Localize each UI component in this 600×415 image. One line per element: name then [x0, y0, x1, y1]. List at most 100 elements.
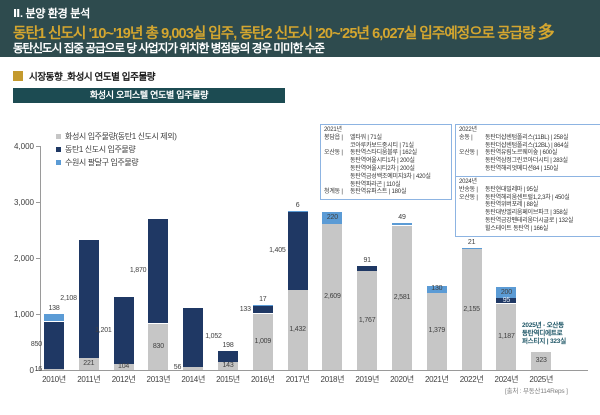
bar-segment-navy-2015년: [218, 350, 238, 362]
bar-segment-gray-2022년: [461, 249, 482, 370]
note-2025: 2025년 - 오산동 동탄역디에트로 퍼스티지 | 323실: [522, 322, 566, 346]
y-axis-tick-label: 2,000: [13, 254, 34, 263]
annotation-line: 동탄대방엘리움페이브파크 | 358실: [459, 210, 600, 218]
value-label-blue-2010년: 138: [48, 304, 60, 312]
x-axis-category-label: 2012년: [111, 375, 136, 384]
y-axis-tick-label: 3,000: [13, 198, 34, 207]
annotation-line: 동탄더샵센텀폴리스(12BL) | 864실: [459, 143, 600, 151]
annotation-text: 동탄역금성백조예미지3차 | 420실: [350, 173, 431, 180]
annotation-district: [324, 166, 350, 174]
legend-swatch-blue: [56, 160, 61, 165]
annotation-text: 동탄역유퍼스트 | 180실: [350, 189, 407, 196]
annotation-text: 동탄역파라곤 | 110실: [350, 181, 401, 188]
note-2025-line: 퍼스티지 | 323실: [522, 338, 566, 345]
annotation-district: 오산동 |: [459, 150, 478, 157]
annotation-line: 동탄역파라곤 | 110실: [324, 182, 448, 190]
annotation-district: [324, 174, 350, 182]
annotation-line: 동탄역해리엇메디션84 | 150실: [459, 166, 600, 174]
annotation-line: 동탄역위버포레 | 88실: [459, 202, 600, 210]
annotation-text: 동탄역위버포레 | 88실: [485, 202, 539, 209]
bar-segment-gray-2025년: [531, 351, 552, 370]
x-axis-category-label: 2011년: [77, 375, 101, 384]
annotation-district: 청계동 |: [324, 189, 343, 196]
bar-segment-gray-2014년: [183, 366, 204, 370]
bar-segment-gray-2021년: [426, 292, 447, 370]
y-axis-tick-label: 4,000: [13, 142, 34, 151]
annotation-line: 동탄역여울시티1차 | 200실: [324, 158, 448, 166]
value-label-blue-2021년: 130: [431, 285, 443, 293]
annotation-text: 동탄역여울시티1차 | 200실: [350, 158, 415, 165]
x-axis-category-label: 2015년: [216, 375, 240, 384]
annotation-district: [459, 210, 485, 218]
subheadline: 동탄신도시 집중 공급으로 당 사업지가 위치한 병점동의 경우 미미한 수준: [13, 43, 325, 55]
value-label-navy-2014년: 1,052: [205, 333, 222, 341]
value-label-blue-2022년: 21: [467, 239, 476, 247]
value-label-gray-2022년: 2,155: [463, 305, 480, 313]
annotation-line: 동탄역여울시티2차 | 200실: [324, 166, 448, 174]
y-axis-tick-label: 1,000: [13, 310, 34, 319]
value-label-navy-2016년: 133: [239, 305, 251, 313]
value-label-gray-2019년: 1,767: [358, 316, 376, 324]
note-2025-line: 동탄역디에트로: [522, 330, 563, 337]
bar-segment-gray-2024년: [496, 303, 517, 370]
x-axis-category-label: 2021년: [424, 375, 449, 384]
value-label-blue-2024년: 200: [500, 288, 512, 296]
annotation-line: 청계동 | 동탄역유퍼스트 | 180실: [324, 189, 448, 197]
annotation-district: 봉담읍 |: [324, 134, 343, 141]
annotation-district: 송동 |: [459, 134, 473, 141]
annotation-district: [459, 202, 485, 210]
value-label-navy-2017년: 1,405: [269, 246, 286, 254]
annotation-district: [459, 218, 485, 226]
bar-segment-navy-2012년: [113, 296, 134, 365]
annotation-title: 2022년: [459, 127, 477, 133]
annotation-line: 반송동 | 동탄현대밀레마 | 95실: [459, 187, 600, 195]
annotation-text: 엘타워 | 71실: [350, 134, 382, 141]
annotation-line: 오산동 | 동탄역스타디움블루 | 162실: [324, 150, 448, 158]
annotation-title: 2024년: [459, 179, 477, 185]
y-axis-tick-mark: [36, 258, 40, 259]
header-band: Ⅱ. 분양 환경 분석 동탄1 신도시 '10~'19년 총 9,003실 입주…: [0, 0, 600, 57]
annotation-text: 동탄역금강펜테리움더시글로 | 132실: [485, 217, 574, 224]
bar-segment-gray-2012년: [113, 364, 134, 370]
value-label-navy-2012년: 1,201: [95, 326, 112, 334]
bar-segment-navy-2011년: [78, 239, 99, 358]
annotation-line: 송동 | 동탄더샵센텀폴리스(11BL) | 258실: [459, 135, 600, 143]
annotation-district: 오산동 |: [324, 150, 343, 157]
value-label-gray-2012년: 104: [118, 363, 130, 371]
bar-segment-gray-2017년: [287, 289, 308, 370]
bar-segment-blue-2017년: [287, 210, 308, 212]
bar-segment-blue-2010년: [44, 313, 64, 322]
bar-segment-gray-2015년: [218, 362, 238, 370]
bar-segment-gray-2011년: [78, 357, 99, 370]
bar-segment-blue-2024년: [496, 287, 517, 299]
bar-segment-blue-2022년: [461, 248, 482, 250]
x-axis-category-label: 2024년: [494, 375, 519, 384]
bar-segment-navy-2024년: [496, 298, 517, 304]
bar-segment-gray-2019년: [357, 271, 378, 370]
annotation-text: 동탄대방엘리움페이브파크 | 358실: [485, 210, 568, 217]
annotation-text: 동탄더샵센텀폴리스(11BL) | 258실: [485, 134, 569, 141]
annotation-line: 동탄역금성백조예미지3차 | 420실: [324, 174, 448, 182]
legend-swatch-navy: [56, 147, 61, 152]
legend-swatch-gray: [56, 134, 61, 139]
bar-segment-blue-2021년: [426, 285, 447, 293]
value-label-gray-2024년: 1,187: [498, 332, 515, 340]
bar-segment-navy-2019년: [357, 266, 378, 272]
annotation-text: 동탄역여울시티2차 | 200실: [350, 165, 415, 172]
annotation-text: 동탄역해리엇메디션84 | 150실: [485, 165, 559, 172]
value-label-gray-2020년: 2,581: [393, 293, 411, 301]
x-axis-category-label: 2014년: [181, 375, 206, 384]
x-axis-line: [40, 370, 588, 371]
value-label-gray-2010년: 16: [34, 365, 43, 373]
y-axis-tick-mark: [36, 202, 40, 203]
bar-segment-gray-2016년: [252, 313, 273, 370]
annotation-district: [459, 158, 485, 166]
value-label-blue-2018년: 220: [326, 213, 338, 221]
annotation-text: 동탄현대밀레마 | 95실: [485, 186, 539, 193]
y-axis-tick-mark: [36, 314, 40, 315]
bar-segment-navy-2016년: [252, 306, 273, 314]
annotation-line: 코아루카보드중시티 | 71실: [324, 143, 448, 151]
section-label: 시장동향_화성시 연도별 입주물량: [29, 72, 156, 83]
